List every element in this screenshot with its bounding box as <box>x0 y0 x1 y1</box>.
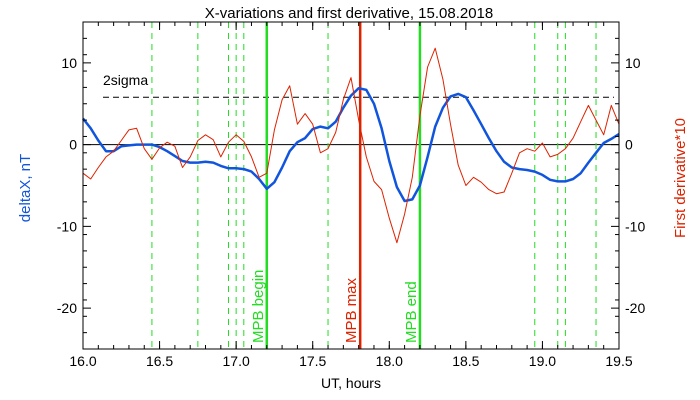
axes: 16.0 16.5 17.0 17.5 18.0 18.5 19.0 19.5 10 0 -10 -2… <box>57 21 645 369</box>
x-tick-label: 17.5 <box>299 353 326 369</box>
derivative-series-line <box>82 47 620 244</box>
y-tick-label-right: 0 <box>625 137 633 153</box>
y-tick-label-right: 10 <box>625 55 641 71</box>
x-tick-label: 19.5 <box>605 353 632 369</box>
x-tick-label: 16.5 <box>146 353 173 369</box>
x-tick-label: 17.0 <box>223 353 250 369</box>
event-lines: MPB begin MPB max MPB end <box>250 22 422 349</box>
y-tick-label-left: 10 <box>61 55 77 71</box>
y-tick-label-left: 0 <box>69 137 77 153</box>
threshold-label: 2sigma <box>103 72 148 88</box>
series-lines <box>82 47 620 244</box>
chart-title: X-variations and first derivative, 15.08… <box>205 5 494 22</box>
y-tick-label-left: -10 <box>57 218 77 234</box>
x-tick-label: 19.0 <box>529 353 556 369</box>
x-tick-label: 18.5 <box>452 353 479 369</box>
event-label: MPB begin <box>250 270 267 343</box>
event-label: MPB max <box>343 277 360 343</box>
x-axis-label: UT, hours <box>321 375 381 391</box>
x-tick-label: 18.0 <box>376 353 403 369</box>
y-tick-label-right: -20 <box>625 300 645 316</box>
deltax-series-line <box>82 86 620 203</box>
y-axis-label-left: deltaX, nT <box>17 154 34 222</box>
event-label: MPB end <box>403 281 420 343</box>
x-tick-label: 16.0 <box>69 353 96 369</box>
y-tick-label-right: -10 <box>625 218 645 234</box>
y-axis-label-right: First derivative*10 <box>672 118 689 238</box>
y-tick-label-left: -20 <box>57 300 77 316</box>
